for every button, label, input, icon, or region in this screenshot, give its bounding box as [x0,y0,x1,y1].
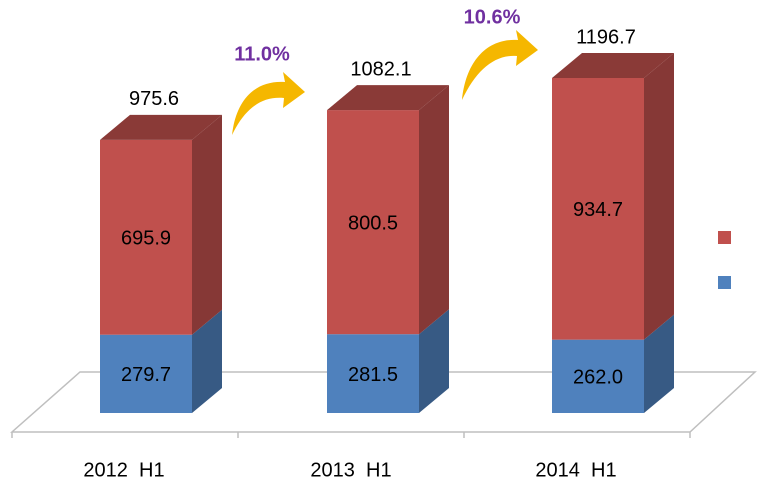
bar-side [644,314,674,413]
bar [552,339,644,413]
x-tick-label: 2014 H1 [535,459,616,481]
bar [327,334,419,413]
growth-arrows [232,30,538,135]
floor [10,371,757,438]
growth-label: 10.6% [464,6,521,28]
total-label: 1082.1 [350,58,411,80]
bar-top [552,53,674,78]
bar [100,139,192,335]
bar-top [327,85,449,111]
bar-side [192,309,222,413]
bar-side [419,309,449,413]
x-tick-label: 2013 H1 [310,459,391,481]
bars [100,53,674,413]
bar [327,110,419,335]
bar [552,78,644,340]
value-label: 262.0 [573,367,623,389]
value-label: 934.7 [573,199,623,221]
bar-side [419,85,449,335]
bar-side [192,114,222,335]
bar-side [644,53,674,340]
total-label: 1196.7 [576,26,636,48]
total-label: 975.6 [129,88,179,110]
bar [100,334,192,413]
value-label: 281.5 [348,364,398,386]
value-label: 279.7 [121,364,171,386]
value-label: 695.9 [121,228,171,250]
growth-label: 11.0% [234,43,290,65]
arrow [462,30,538,100]
legend-swatch [718,231,731,244]
arrow [232,72,305,135]
bar-top [100,114,222,140]
x-tick-label: 2012 H1 [83,459,164,481]
value-label: 800.5 [348,212,398,234]
legend-swatch [718,276,731,289]
